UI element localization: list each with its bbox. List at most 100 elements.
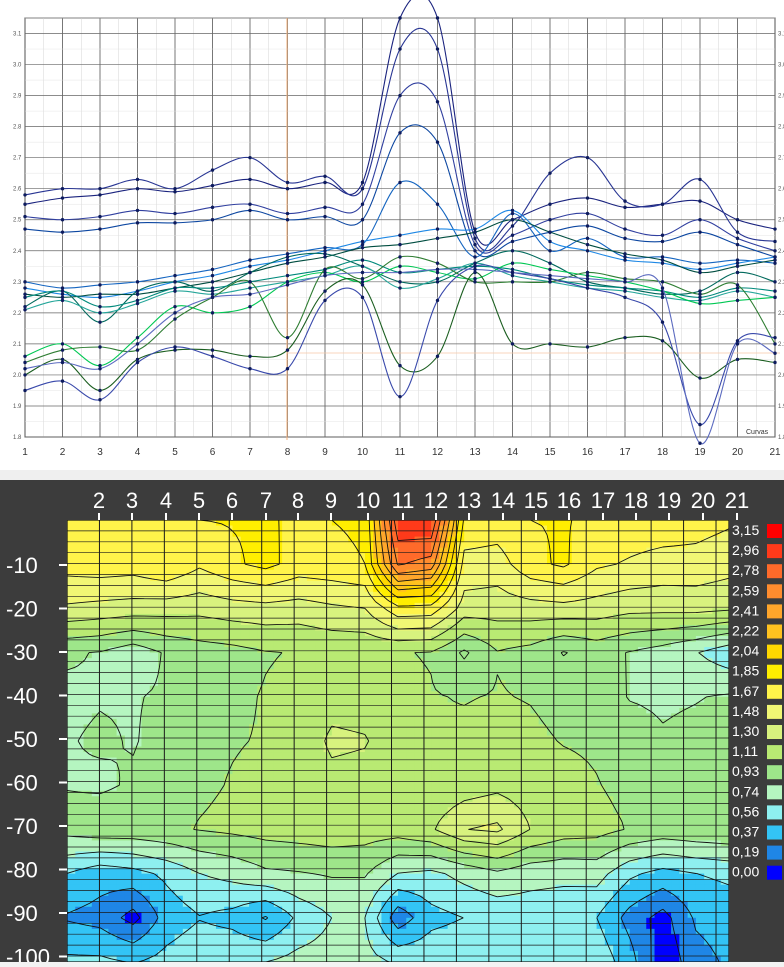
- contour-cell: [241, 708, 250, 714]
- contour-cell: [108, 625, 117, 631]
- contour-cell: [348, 813, 357, 819]
- contour-cell: [381, 542, 390, 548]
- contour-cell: [158, 570, 167, 576]
- contour-cell: [133, 586, 142, 592]
- contour-cell: [365, 619, 374, 625]
- contour-cell: [506, 741, 515, 747]
- contour-cell: [497, 769, 506, 775]
- contour-cell: [241, 586, 250, 592]
- data-point: [511, 271, 514, 274]
- contour-cell: [448, 752, 457, 758]
- contour-cell: [481, 802, 490, 808]
- contour-cell: [183, 747, 192, 753]
- contour-cell: [522, 747, 531, 753]
- contour-cell: [117, 818, 126, 824]
- data-point: [61, 358, 64, 361]
- contour-cell: [133, 664, 142, 670]
- contour-cell: [307, 824, 316, 830]
- contour-cell: [199, 653, 208, 659]
- contour-cell: [141, 741, 150, 747]
- contour-cell: [141, 619, 150, 625]
- contour-cell: [522, 592, 531, 598]
- contour-cell: [299, 608, 308, 614]
- contour-cell: [191, 586, 200, 592]
- contour-cell: [199, 608, 208, 614]
- contour-cell: [224, 520, 233, 526]
- contour-cell: [208, 614, 217, 620]
- contour-cell: [348, 597, 357, 603]
- contour-cell: [415, 520, 424, 526]
- contour-cell: [464, 912, 473, 918]
- contour-cell: [506, 625, 515, 631]
- contour-cell: [299, 553, 308, 559]
- contour-cell: [133, 907, 142, 913]
- contour-cell: [522, 664, 531, 670]
- contour-cell: [150, 564, 159, 570]
- contour-cell: [166, 901, 175, 907]
- contour-cell: [241, 791, 250, 797]
- contour-cell: [249, 785, 258, 791]
- contour-cell: [348, 564, 357, 570]
- contour-cell: [282, 724, 291, 730]
- contour-cell: [108, 542, 117, 548]
- contour-cell: [150, 780, 159, 786]
- contour-cell: [216, 608, 225, 614]
- contour-cell: [208, 664, 217, 670]
- contour-cell: [84, 780, 93, 786]
- contour-cell: [241, 570, 250, 576]
- contour-cell: [249, 603, 258, 609]
- contour-cell: [398, 774, 407, 780]
- data-point: [661, 293, 664, 296]
- contour-cell: [357, 647, 366, 653]
- contour-cell: [183, 575, 192, 581]
- contour-cell: [183, 708, 192, 714]
- contour-cell: [183, 912, 192, 918]
- contour-cell: [299, 664, 308, 670]
- contour-cell: [175, 581, 184, 587]
- contour-cell: [439, 741, 448, 747]
- contour-cell: [431, 829, 440, 835]
- contour-cell: [241, 890, 250, 896]
- contour-cell: [233, 708, 242, 714]
- contour-cell: [67, 956, 76, 962]
- data-point: [61, 218, 64, 221]
- contour-cell: [406, 647, 415, 653]
- contour-cell: [175, 829, 184, 835]
- contour-cell: [290, 730, 299, 736]
- contour-cell: [406, 813, 415, 819]
- contour-cell: [365, 829, 374, 835]
- contour-cell: [175, 603, 184, 609]
- contour-cell: [406, 614, 415, 620]
- contour-cell: [158, 741, 167, 747]
- contour-cell: [406, 780, 415, 786]
- contour-cell: [497, 708, 506, 714]
- contour-cell: [84, 813, 93, 819]
- contour-cell: [183, 653, 192, 659]
- contour-cell: [208, 669, 217, 675]
- contour-cell: [448, 874, 457, 880]
- contour-cell: [191, 708, 200, 714]
- contour-cell: [307, 531, 316, 537]
- contour-cell: [431, 730, 440, 736]
- contour-cell: [348, 890, 357, 896]
- contour-cell: [166, 625, 175, 631]
- contour-cell: [299, 586, 308, 592]
- contour-cell: [415, 796, 424, 802]
- contour-cell: [348, 945, 357, 951]
- contour-cell: [299, 564, 308, 570]
- contour-cell: [522, 686, 531, 692]
- contour-cell: [332, 603, 341, 609]
- contour-cell: [472, 531, 481, 537]
- data-point: [736, 289, 739, 292]
- contour-cell: [464, 945, 473, 951]
- contour-cell: [133, 570, 142, 576]
- contour-cell: [472, 730, 481, 736]
- contour-cell: [208, 619, 217, 625]
- contour-cell: [266, 575, 275, 581]
- contour-cell: [406, 829, 415, 835]
- contour-cell: [307, 852, 316, 858]
- contour-cell: [282, 752, 291, 758]
- contour-cell: [183, 824, 192, 830]
